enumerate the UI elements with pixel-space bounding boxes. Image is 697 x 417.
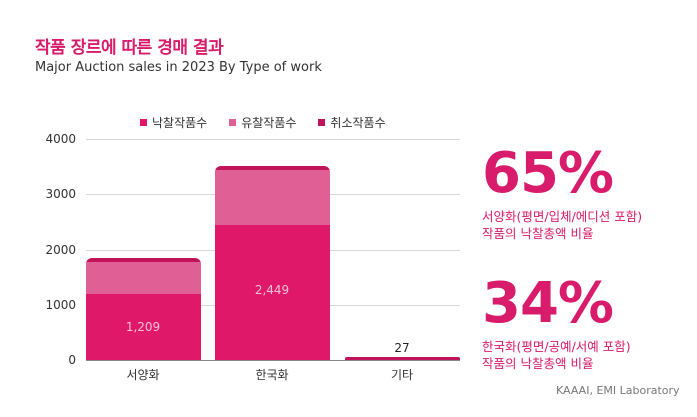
bar-value-label: 27 [394, 341, 410, 355]
stat-description-line: 서양화(평면/입체/에디션 포함) [482, 209, 643, 224]
y-tick: 0 [68, 353, 76, 367]
legend-swatch-icon [140, 119, 147, 126]
bar-chart: 4000 3000 2000 1000 0 1,209 2,449 27 서양화… [45, 132, 460, 382]
bar-value-label: 1,209 [125, 320, 161, 334]
bar-korean-painting [215, 166, 330, 360]
gridline [86, 139, 460, 140]
legend-item-unsold: 유찰작품수 [229, 114, 296, 131]
source-credit: KAAAI, EMI Laboratory [556, 384, 680, 397]
legend-label: 낙찰작품수 [152, 116, 208, 130]
bar-segment-unsold [215, 170, 330, 225]
y-tick: 2000 [45, 243, 76, 257]
x-tick: 기타 [390, 368, 414, 382]
bar-western-painting [86, 258, 201, 360]
stat-description: 한국화(평면/공예/서예 포함) 작품의 낙찰총액 비율 [482, 338, 631, 372]
bar-segment-cancelled [86, 258, 201, 262]
legend-label: 취소작품수 [330, 116, 386, 130]
y-tick: 3000 [45, 187, 76, 201]
stat-description-line: 작품의 낙찰총액 비율 [482, 356, 594, 371]
stat-description-line: 작품의 낙찰총액 비율 [482, 226, 594, 241]
y-tick: 4000 [45, 132, 76, 146]
bar-segment-sold [86, 294, 201, 360]
bar-segment-unsold [86, 262, 201, 294]
page-subtitle: Major Auction sales in 2023 By Type of w… [35, 60, 322, 75]
legend-swatch-icon [318, 119, 326, 126]
bar-other [345, 357, 460, 360]
bar-value-label: 2,449 [254, 283, 290, 297]
stat-description-line: 한국화(평면/공예/서예 포함) [482, 339, 631, 354]
stat-description: 서양화(평면/입체/에디션 포함) 작품의 낙찰총액 비율 [482, 208, 642, 242]
page-title: 작품 장르에 따른 경매 결과 [35, 38, 224, 58]
y-tick: 1000 [45, 298, 76, 312]
stat-korean: 34% 한국화(평면/공예/서예 포함) 작품의 낙찰총액 비율 [482, 276, 631, 372]
stat-western: 65% 서양화(평면/입체/에디션 포함) 작품의 낙찰총액 비율 [482, 146, 642, 242]
bar-segment-cancelled [215, 166, 330, 170]
stat-percentage: 65% [482, 141, 614, 206]
legend-swatch-icon [229, 119, 237, 126]
legend-label: 유찰작품수 [241, 116, 297, 130]
legend-item-cancelled: 취소작품수 [318, 114, 386, 131]
legend-item-sold: 낙찰작품수 [140, 114, 207, 131]
x-tick: 한국화 [255, 368, 289, 382]
chart-legend: 낙찰작품수 유찰작품수 취소작품수 [140, 114, 386, 131]
stat-percentage: 34% [482, 271, 614, 336]
x-tick: 서양화 [126, 368, 160, 382]
bar-segment-sold [215, 225, 330, 360]
x-axis [86, 360, 460, 361]
